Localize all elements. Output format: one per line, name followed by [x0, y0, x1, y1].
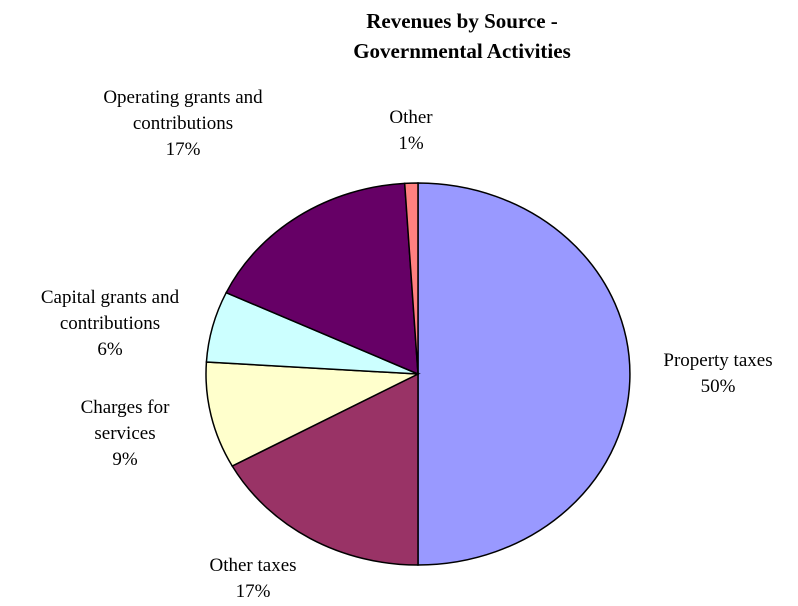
value-label: 17%: [165, 139, 201, 160]
value-label: 17%: [235, 581, 271, 602]
pie-slice: [205, 361, 421, 467]
category-label: Charges for services: [80, 397, 170, 444]
chart-title: Revenues by Source - Governmental Activi…: [353, 9, 571, 63]
value-label: 50%: [700, 376, 736, 397]
pie-slice: [231, 372, 419, 566]
slice-label: Charges for services 9%: [65, 395, 185, 473]
slice-label: Operating grants and contributions 17%: [101, 85, 266, 163]
slice-label: Capital grants and contributions 6%: [10, 285, 210, 363]
pie-slice: [403, 182, 419, 375]
category-label: Capital grants and contributions: [40, 287, 180, 334]
slice-label: Other 1%: [361, 105, 461, 157]
category-label: Other: [389, 107, 433, 128]
category-label: Operating grants and contributions: [103, 87, 263, 134]
pie-slice: [225, 182, 419, 376]
slice-label: Property taxes 50%: [618, 348, 798, 400]
category-label: Property taxes: [663, 350, 773, 371]
pie-slice: [417, 182, 631, 566]
value-label: 1%: [398, 133, 424, 154]
value-label: 6%: [97, 339, 123, 360]
category-label: Other taxes: [209, 555, 297, 576]
slice-label: Other taxes 17%: [153, 553, 353, 605]
value-label: 9%: [112, 449, 138, 470]
